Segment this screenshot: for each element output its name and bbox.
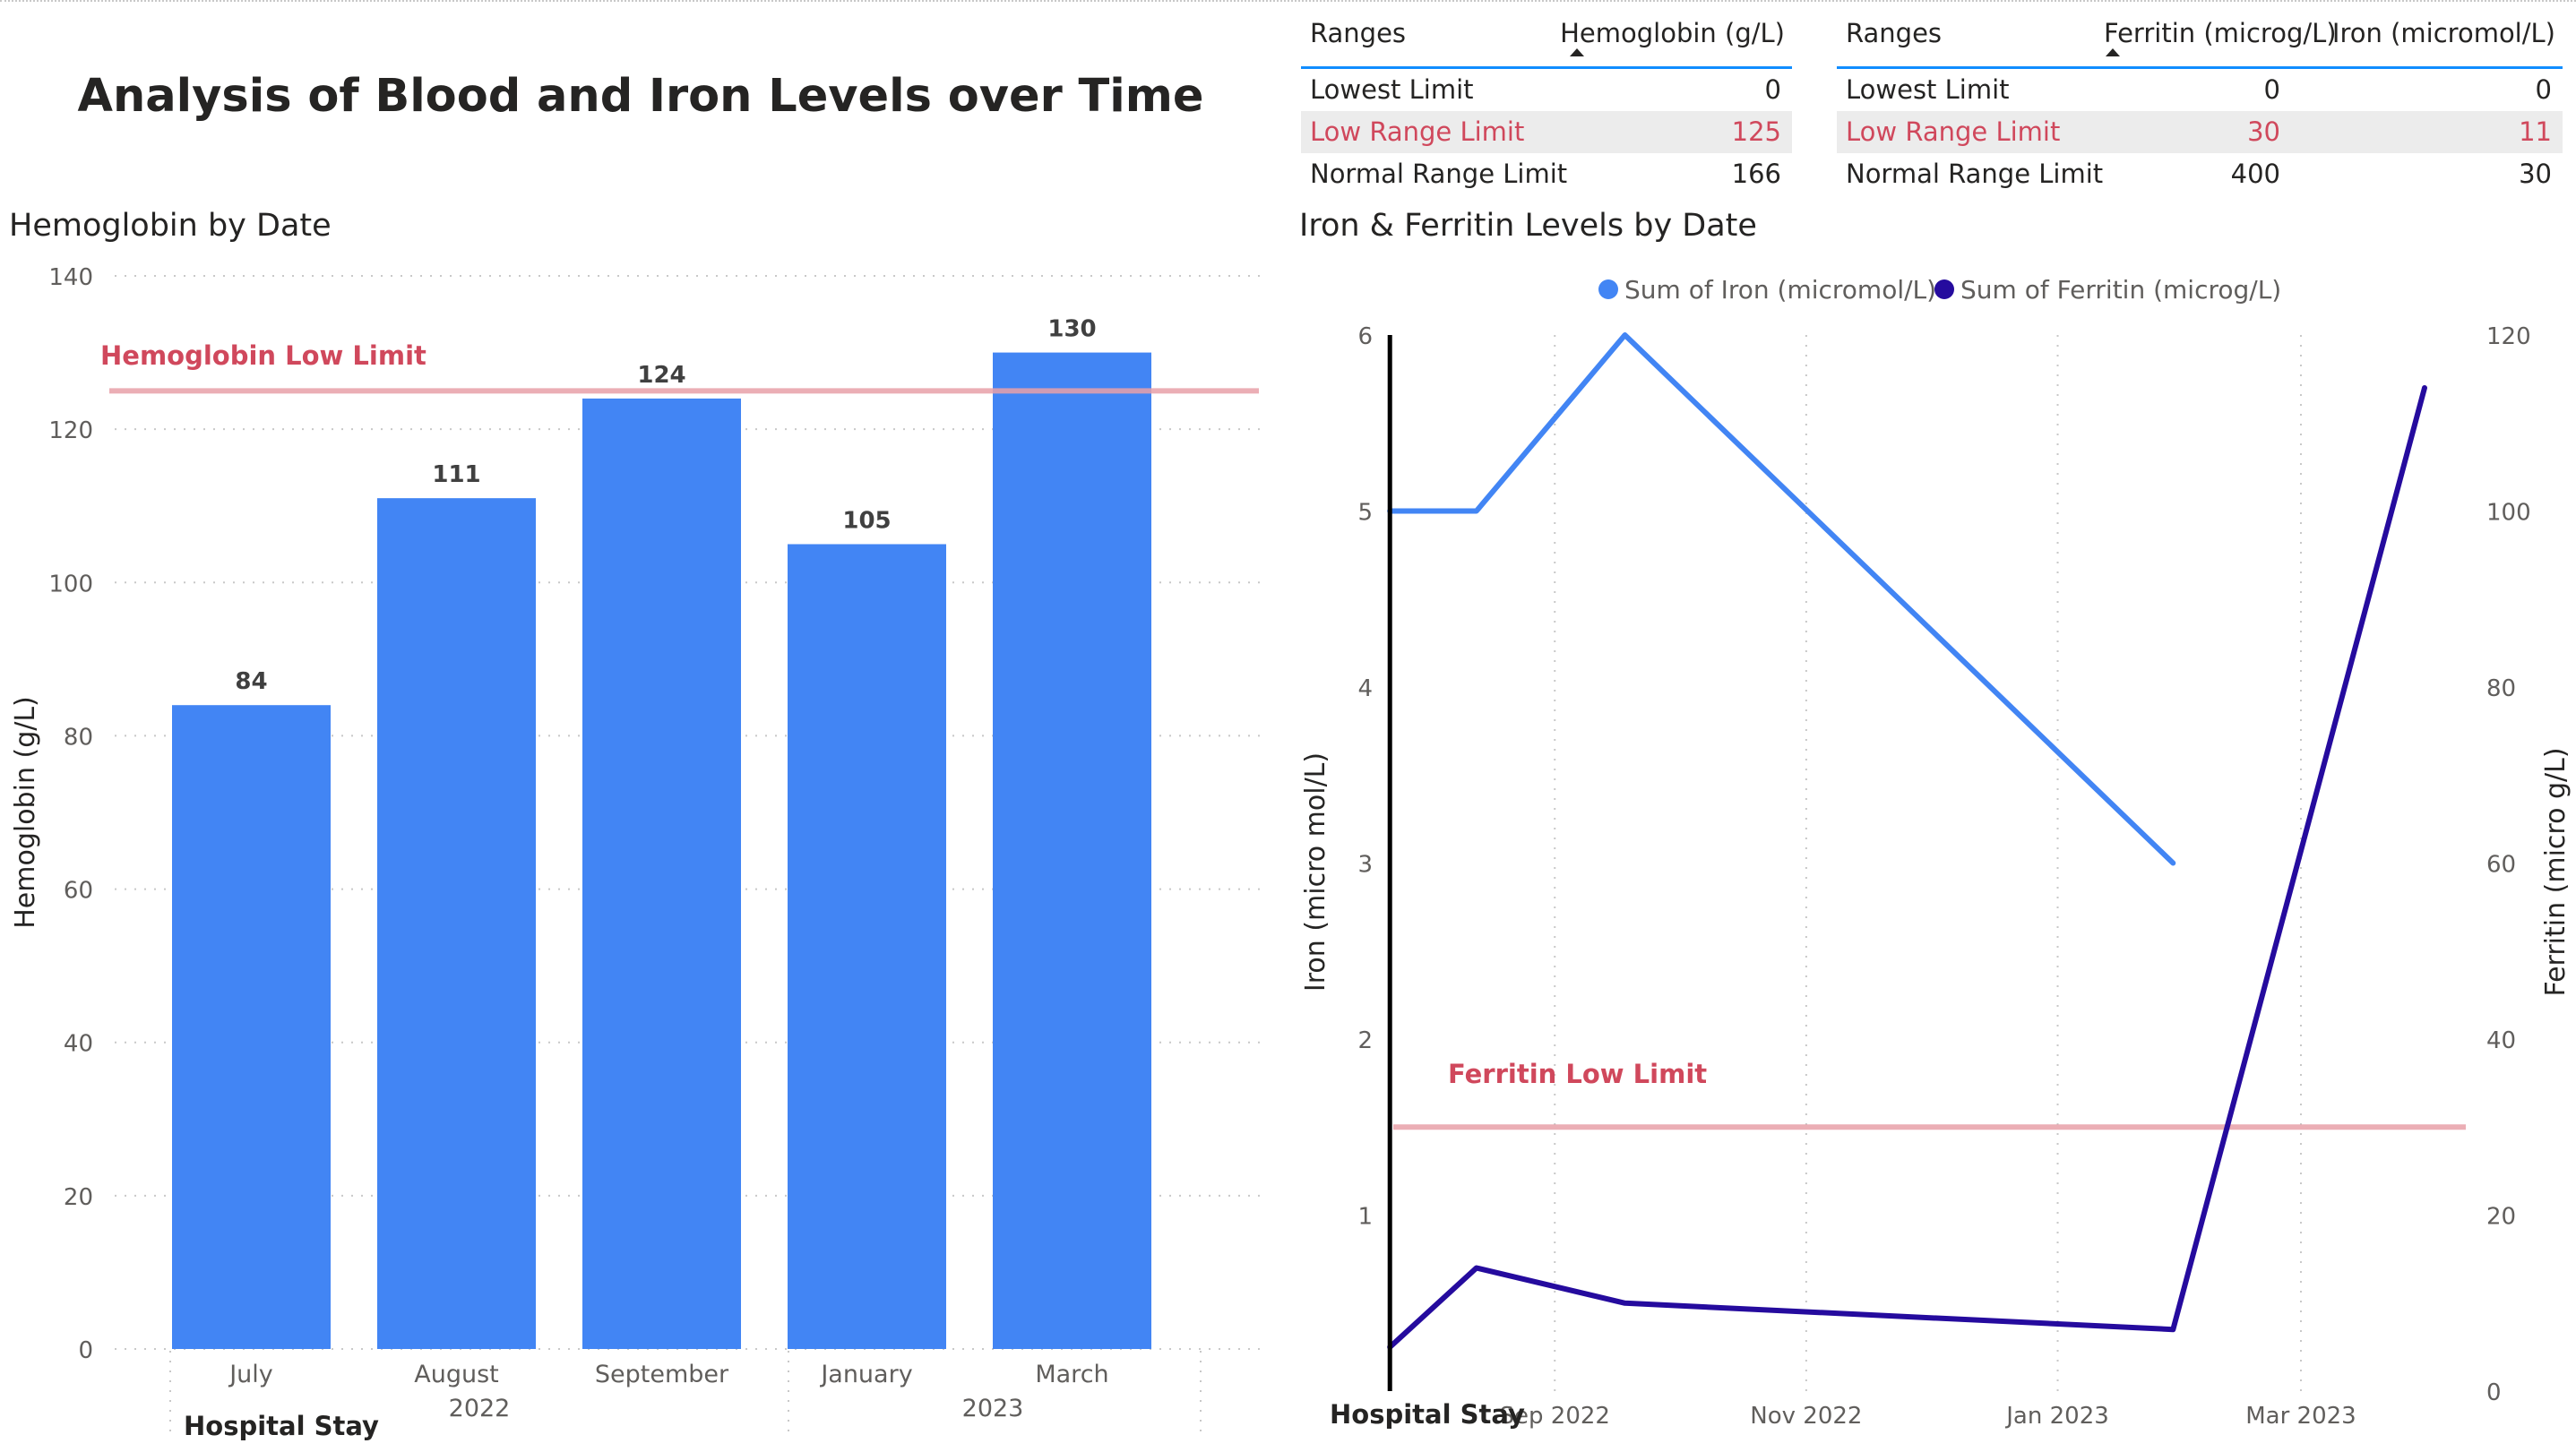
y-tick-label: 140 — [48, 264, 93, 291]
row-value: 125 — [1731, 116, 1781, 147]
bar — [377, 498, 536, 1349]
row-ferritin-value: 0 — [2263, 74, 2280, 105]
table-row: Low Range Limit 30 11 — [1837, 111, 2563, 153]
y-tick-label: 40 — [64, 1031, 93, 1058]
bar — [582, 398, 741, 1349]
x-tick-label: March — [1035, 1361, 1108, 1388]
table-row: Lowest Limit 0 — [1301, 69, 1792, 111]
legend-label: Sum of Iron (micromol/L) — [1624, 275, 1936, 305]
x-year-label: 2023 — [962, 1395, 1024, 1422]
x-tick-label: Nov 2022 — [1750, 1403, 1862, 1430]
legend-label: Sum of Ferritin (microg/L) — [1960, 275, 2281, 305]
data-label: 124 — [637, 362, 685, 389]
y-left-tick-label: 1 — [1357, 1204, 1373, 1231]
table-row: Lowest Limit 0 0 — [1837, 69, 2563, 111]
row-label: Low Range Limit — [1846, 116, 2061, 147]
ferritin-iron-ranges-table: Ranges Ferritin (microg/L) Iron (micromo… — [1837, 13, 2563, 195]
hemoglobin-ranges-table: Ranges Hemoglobin (g/L) Lowest Limit 0 L… — [1301, 13, 1792, 195]
page-title: Analysis of Blood and Iron Levels over T… — [77, 70, 1204, 123]
row-ferritin-value: 30 — [2247, 116, 2280, 147]
reference-line-label: Ferritin Low Limit — [1448, 1059, 1707, 1089]
x-tick-label: January — [819, 1361, 912, 1388]
row-label: Normal Range Limit — [1310, 159, 1568, 189]
data-label: 130 — [1047, 316, 1096, 343]
data-label: 111 — [432, 461, 480, 488]
column-header-iron[interactable]: Iron (micromol/L) — [2331, 18, 2555, 48]
y-left-tick-label: 5 — [1357, 500, 1373, 527]
y-right-axis-label: Ferritin (micro g/L) — [2540, 747, 2572, 996]
y-tick-label: 60 — [64, 878, 93, 905]
x-tick-label: Jan 2023 — [2004, 1403, 2109, 1430]
y-tick-label: 0 — [78, 1337, 93, 1364]
y-tick-label: 20 — [64, 1184, 93, 1211]
row-iron-value: 30 — [2519, 159, 2552, 189]
row-label: Lowest Limit — [1846, 74, 2010, 105]
hemoglobin-bar-chart: 0 20 40 60 80 100 120 140 Hemoglobin (g/L) 84 July… — [10, 264, 1263, 1441]
hemoglobin-chart-title: Hemoglobin by Date — [9, 208, 332, 244]
y-left-tick-label: 2 — [1357, 1027, 1373, 1054]
y-tick-label: 100 — [48, 571, 93, 597]
hospital-stay-label: Hospital Stay — [184, 1411, 379, 1441]
x-year-label: 2022 — [449, 1395, 511, 1422]
row-value: 166 — [1731, 159, 1781, 189]
y-right-tick-label: 0 — [2486, 1379, 2502, 1406]
row-iron-value: 0 — [2535, 74, 2552, 105]
y-right-tick-label: 20 — [2486, 1204, 2516, 1231]
y-right-tick-label: 100 — [2486, 500, 2531, 527]
x-tick-label: August — [414, 1361, 499, 1388]
y-tick-label: 120 — [48, 417, 93, 444]
iron-series-line — [1387, 332, 2176, 866]
reference-line-label: Hemoglobin Low Limit — [100, 340, 426, 371]
table-row: Low Range Limit 125 — [1301, 111, 1792, 153]
y-axis-label: Hemoglobin (g/L) — [10, 696, 41, 929]
column-header-ranges[interactable]: Ranges — [1846, 18, 1943, 48]
y-right-tick-label: 120 — [2486, 323, 2531, 350]
column-header-ranges[interactable]: Ranges — [1310, 18, 1407, 48]
sort-ascending-icon — [1570, 48, 1584, 56]
y-right-tick-label: 40 — [2486, 1027, 2516, 1054]
x-tick-label: July — [228, 1361, 273, 1388]
row-iron-value: 11 — [2519, 116, 2552, 147]
column-header-ferritin[interactable]: Ferritin (microg/L) — [2104, 18, 2337, 48]
row-label: Lowest Limit — [1310, 74, 1474, 105]
row-label: Normal Range Limit — [1846, 159, 2104, 189]
top-divider — [0, 0, 2576, 2]
y-right-tick-label: 60 — [2486, 852, 2516, 879]
hospital-stay-label: Hospital Stay — [1330, 1399, 1525, 1430]
row-value: 0 — [1764, 74, 1781, 105]
iron-ferritin-chart-title: Iron & Ferritin Levels by Date — [1299, 208, 1757, 244]
legend-marker — [1934, 279, 1954, 299]
data-label: 105 — [842, 508, 891, 535]
x-tick-label: September — [595, 1361, 729, 1388]
y-tick-label: 80 — [64, 724, 93, 751]
x-tick-label: Sep 2022 — [1500, 1403, 1610, 1430]
y-left-tick-label: 3 — [1357, 852, 1373, 879]
y-left-tick-label: 4 — [1357, 675, 1373, 702]
table-header: Ranges Hemoglobin (g/L) — [1301, 13, 1792, 69]
bar — [993, 352, 1151, 1350]
data-label: 84 — [235, 668, 267, 695]
y-right-tick-label: 80 — [2486, 675, 2516, 702]
sort-ascending-icon — [2106, 48, 2120, 56]
bar — [172, 705, 331, 1349]
x-tick-label: Mar 2023 — [2245, 1403, 2356, 1430]
table-row: Normal Range Limit 166 — [1301, 153, 1792, 195]
table-header: Ranges Ferritin (microg/L) Iron (micromo… — [1837, 13, 2563, 69]
table-row: Normal Range Limit 400 30 — [1837, 153, 2563, 195]
y-left-tick-label: 6 — [1357, 323, 1373, 350]
column-header-hemoglobin[interactable]: Hemoglobin (g/L) — [1560, 18, 1785, 48]
bar — [788, 544, 946, 1349]
ferritin-series-line — [1387, 385, 2427, 1350]
y-left-axis-label: Iron (micro mol/L) — [1300, 752, 1331, 992]
row-label: Low Range Limit — [1310, 116, 1525, 147]
legend-marker — [1598, 279, 1618, 299]
row-ferritin-value: 400 — [2230, 159, 2280, 189]
